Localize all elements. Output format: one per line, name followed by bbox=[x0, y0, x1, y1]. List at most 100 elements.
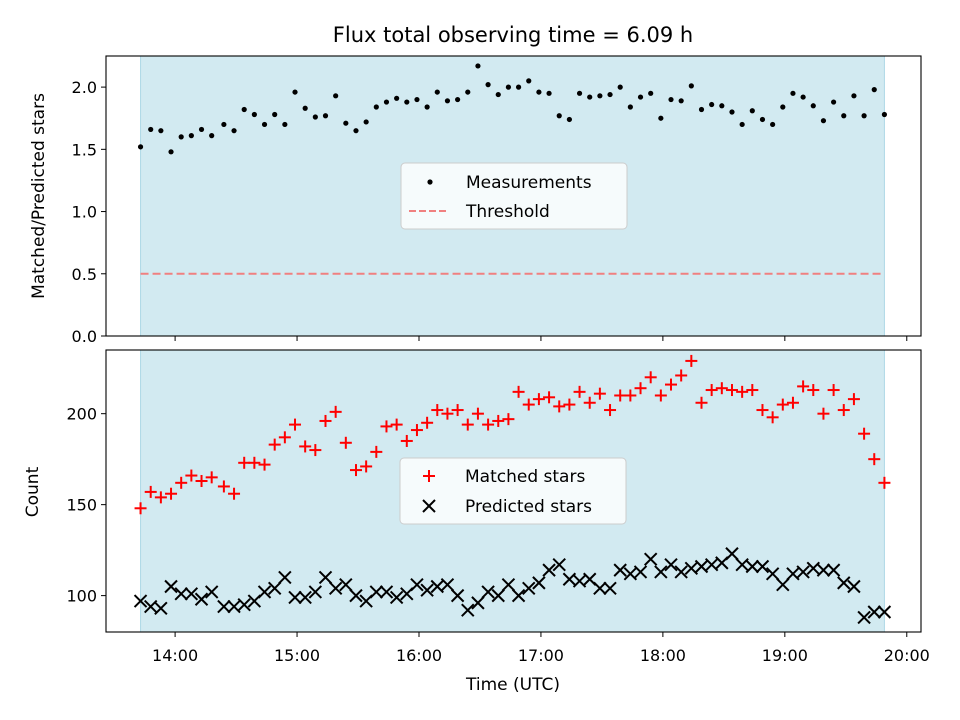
predicted-stars-point bbox=[664, 557, 678, 572]
matched-stars-point bbox=[685, 354, 698, 367]
predicted-stars-point bbox=[318, 570, 333, 585]
measurement-point bbox=[597, 93, 603, 99]
matched-stars-point bbox=[776, 398, 789, 411]
legend-predicted-marker bbox=[422, 499, 436, 513]
x-tick-label: 15:00 bbox=[274, 646, 320, 665]
measurement-point bbox=[465, 89, 471, 95]
matched-stars-point bbox=[522, 398, 535, 411]
matched-stars-point bbox=[451, 404, 464, 417]
matched-stars-point bbox=[185, 469, 198, 482]
predicted-stars-point bbox=[816, 563, 831, 577]
matched-stars-point bbox=[837, 404, 850, 417]
matched-stars-point bbox=[797, 380, 810, 393]
predicted-stars-point bbox=[765, 567, 780, 581]
measurement-point bbox=[394, 95, 400, 101]
measurement-point bbox=[841, 113, 847, 119]
predicted-stars-point bbox=[776, 577, 790, 592]
predicted-stars-point bbox=[826, 563, 841, 577]
predicted-stars-point bbox=[440, 577, 455, 592]
predicted-stars-point bbox=[298, 590, 312, 605]
matched-stars-point bbox=[144, 485, 157, 498]
measurement-point bbox=[851, 93, 857, 99]
predicted-stars-point bbox=[164, 579, 178, 594]
predicted-stars-point bbox=[796, 565, 810, 579]
predicted-stars-point bbox=[857, 610, 871, 625]
predicted-stars-point bbox=[308, 585, 323, 599]
x-tick-label: 18:00 bbox=[640, 646, 686, 665]
matched-stars-point bbox=[624, 389, 637, 402]
matched-stars-point bbox=[746, 384, 759, 397]
predicted-stars-point bbox=[837, 576, 851, 590]
measurement-point bbox=[505, 84, 512, 90]
matched-stars-point bbox=[614, 389, 627, 402]
measurement-point bbox=[587, 94, 593, 100]
measurement-point bbox=[536, 89, 542, 95]
count-legend: Matched stars Predicted stars bbox=[399, 457, 627, 525]
measurement-point bbox=[424, 104, 430, 110]
predicted-stars-point bbox=[481, 585, 495, 599]
matched-stars-point bbox=[319, 414, 332, 427]
measurement-point bbox=[546, 90, 552, 96]
matched-stars-point bbox=[583, 396, 596, 409]
predicted-stars-point bbox=[593, 581, 607, 596]
measurement-point bbox=[729, 109, 735, 115]
measurement-point bbox=[148, 126, 154, 133]
matched-stars-point bbox=[217, 480, 230, 493]
predicted-stars-point bbox=[654, 565, 668, 579]
matched-stars-point bbox=[410, 424, 423, 437]
matched-stars-point bbox=[471, 407, 484, 420]
matched-stars-point bbox=[248, 456, 261, 469]
measurement-point bbox=[434, 89, 440, 95]
matched-stars-point bbox=[258, 458, 271, 471]
legend-matched-label: Matched stars bbox=[465, 467, 585, 487]
predicted-stars-point bbox=[174, 587, 188, 601]
predicted-stars-point bbox=[133, 594, 148, 608]
measurement-point bbox=[272, 111, 278, 118]
predicted-stars-point bbox=[328, 581, 343, 596]
measurement-point bbox=[261, 121, 268, 128]
matched-stars-point bbox=[329, 405, 342, 418]
count-y-tick-label: 200 bbox=[66, 405, 97, 424]
measurement-point bbox=[353, 128, 359, 134]
ratio-marks bbox=[137, 63, 888, 275]
count-axes-frame bbox=[105, 349, 922, 633]
predicted-stars-point bbox=[349, 588, 363, 603]
predicted-stars-point bbox=[643, 552, 658, 566]
matched-stars-point bbox=[482, 418, 495, 431]
predicted-stars-point bbox=[257, 585, 272, 599]
measurement-point bbox=[627, 104, 633, 110]
measurement-point bbox=[455, 96, 461, 103]
measurement-point bbox=[333, 93, 339, 99]
predicted-stars-point bbox=[501, 577, 516, 592]
predicted-stars-point bbox=[237, 598, 251, 612]
x-tick-label: 20:00 bbox=[884, 646, 930, 665]
measurement-point bbox=[770, 121, 776, 128]
measurement-point bbox=[168, 149, 174, 155]
measurement-point bbox=[322, 113, 329, 119]
measurement-point bbox=[709, 101, 715, 108]
matched-stars-point bbox=[725, 384, 738, 397]
measurement-point bbox=[178, 134, 184, 140]
measurement-point bbox=[198, 126, 205, 133]
predicted-stars-point bbox=[410, 577, 424, 592]
measurement-point bbox=[759, 116, 766, 123]
measurement-point bbox=[158, 128, 164, 134]
matched-stars-point bbox=[309, 444, 322, 457]
legend-predicted-label: Predicted stars bbox=[465, 497, 592, 517]
predicted-stars-point bbox=[450, 588, 465, 603]
matched-stars-point bbox=[238, 456, 251, 469]
matched-stars-point bbox=[695, 396, 708, 409]
matched-stars-point bbox=[654, 389, 667, 402]
measurement-point bbox=[881, 111, 888, 118]
predicted-stars-point bbox=[217, 599, 231, 614]
x-tick-label: 17:00 bbox=[518, 646, 564, 665]
measurement-point bbox=[414, 96, 420, 103]
ratio-y-tick-label: 0.0 bbox=[72, 327, 97, 346]
matched-stars-point bbox=[289, 418, 302, 431]
predicted-stars-point bbox=[755, 559, 770, 574]
matched-stars-point bbox=[431, 404, 444, 417]
matched-stars-point bbox=[165, 487, 178, 500]
matched-stars-point bbox=[847, 393, 860, 406]
measurement-point bbox=[688, 83, 694, 89]
